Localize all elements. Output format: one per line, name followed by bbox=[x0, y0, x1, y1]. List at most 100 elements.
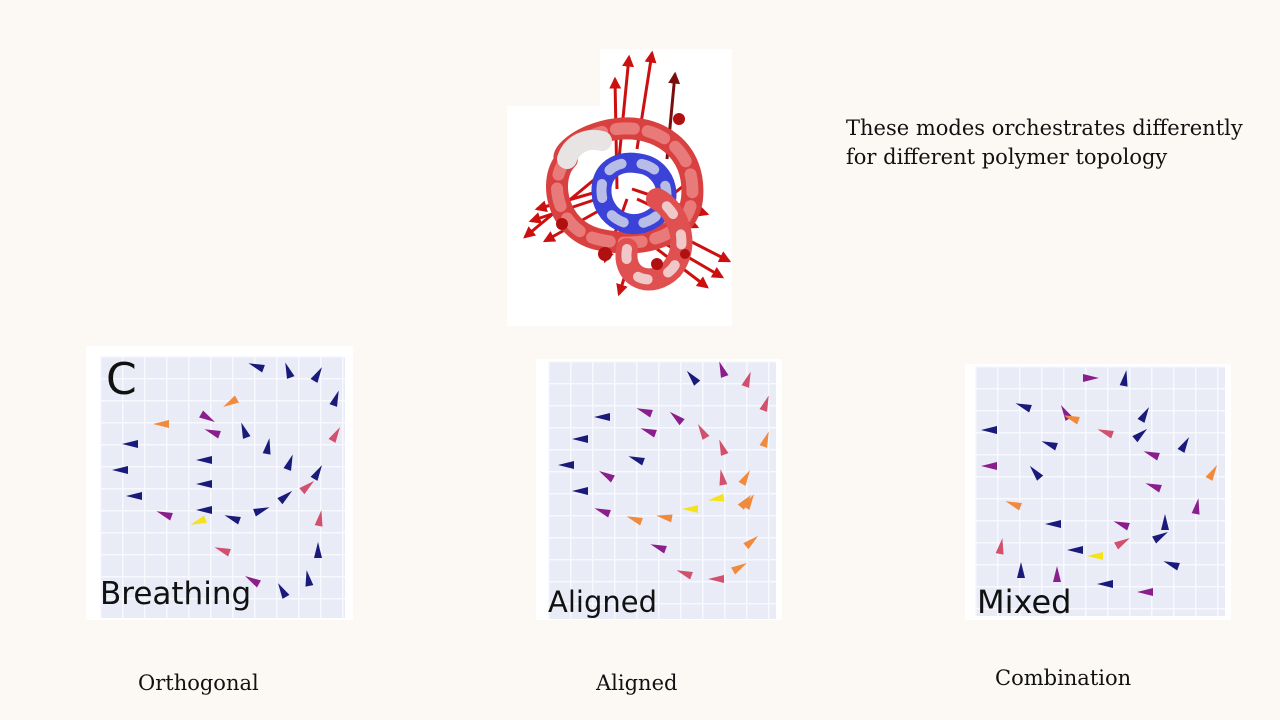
plot-grid bbox=[975, 366, 1225, 616]
cone-arrow-marker bbox=[190, 515, 207, 525]
cone-arrow-marker bbox=[981, 462, 997, 470]
cone-arrow-marker bbox=[310, 367, 322, 383]
caption-combination: Combination bbox=[995, 666, 1132, 690]
cone-arrow-marker bbox=[1045, 520, 1061, 528]
cone-arrow-marker bbox=[329, 390, 339, 407]
caption-orthogonal: Orthogonal bbox=[138, 671, 259, 695]
cone-arrow-marker bbox=[328, 427, 340, 443]
aligned-arrows bbox=[558, 361, 769, 583]
knot-beads bbox=[556, 113, 690, 270]
cone-arrow-marker bbox=[253, 507, 270, 517]
cone-arrow-marker bbox=[278, 583, 290, 599]
cone-arrow-marker bbox=[708, 575, 724, 583]
cone-arrow-marker bbox=[1191, 498, 1200, 515]
cone-arrow-marker bbox=[1063, 415, 1080, 425]
cone-arrow-marker bbox=[1137, 407, 1149, 423]
breathing-arrows bbox=[112, 362, 340, 599]
cone-arrow-marker bbox=[686, 370, 701, 386]
cone-arrow-marker bbox=[314, 542, 322, 558]
cone-arrow-marker bbox=[742, 494, 754, 510]
cone-arrow-marker bbox=[1177, 437, 1189, 453]
plot-label-breathing: Breathing bbox=[100, 576, 252, 612]
cone-arrow-marker bbox=[995, 538, 1004, 555]
cone-arrow-marker bbox=[1097, 580, 1113, 588]
cone-arrow-marker bbox=[738, 470, 750, 486]
cone-arrow-marker bbox=[314, 510, 323, 527]
cone-arrow-marker bbox=[741, 371, 751, 388]
cone-arrow-marker bbox=[241, 422, 251, 439]
cone-arrow-marker bbox=[245, 576, 261, 588]
description-line-1: These modes orchestrates differently bbox=[846, 116, 1243, 140]
panel-letter: C bbox=[106, 354, 137, 405]
cone-arrow-marker bbox=[1087, 552, 1103, 560]
cone-arrow-marker bbox=[126, 492, 142, 500]
knot-tube bbox=[546, 117, 704, 291]
caption-aligned: Aligned bbox=[596, 671, 678, 695]
cone-arrow-marker bbox=[572, 435, 588, 443]
cone-arrow-marker bbox=[1005, 501, 1022, 511]
cone-arrow-marker bbox=[981, 426, 997, 434]
cone-arrow-marker bbox=[283, 454, 293, 471]
slide-description: These modes orchestrates differently for… bbox=[846, 114, 1256, 172]
cone-arrow-marker bbox=[719, 439, 729, 456]
cone-arrow-marker bbox=[277, 490, 293, 505]
cone-arrow-marker bbox=[196, 480, 212, 488]
cone-arrow-marker bbox=[1067, 546, 1083, 554]
knot-image bbox=[507, 49, 732, 326]
cone-arrow-marker bbox=[669, 411, 685, 426]
cone-arrow-marker bbox=[628, 456, 645, 466]
cone-arrow-marker bbox=[196, 456, 212, 464]
cone-arrow-marker bbox=[737, 494, 752, 510]
cone-arrow-marker bbox=[305, 570, 314, 587]
cone-arrow-marker bbox=[650, 544, 667, 554]
knot-illustration bbox=[507, 49, 732, 326]
cone-arrow-marker bbox=[1143, 451, 1160, 461]
plot-breathing: C Breathing bbox=[86, 346, 353, 620]
plot-label-mixed: Mixed bbox=[977, 583, 1072, 621]
cone-arrow-marker bbox=[1113, 521, 1130, 531]
cone-arrow-marker bbox=[594, 508, 611, 518]
cone-arrow-marker bbox=[558, 461, 574, 469]
cone-arrow-marker bbox=[676, 570, 693, 580]
cone-arrow-marker bbox=[214, 547, 231, 557]
cone-arrow-marker bbox=[1041, 441, 1058, 451]
cone-arrow-marker bbox=[1017, 562, 1025, 578]
cone-arrow-marker bbox=[1015, 403, 1032, 413]
cone-arrow-marker bbox=[572, 487, 588, 495]
cone-arrow-marker bbox=[1029, 465, 1044, 481]
cone-arrow-marker bbox=[1119, 370, 1128, 387]
cone-arrow-marker bbox=[223, 395, 239, 407]
cone-arrow-marker bbox=[599, 471, 615, 483]
cone-arrow-marker bbox=[656, 514, 673, 523]
cone-arrow-marker bbox=[594, 413, 610, 421]
cone-arrow-marker bbox=[248, 363, 265, 373]
cone-arrow-marker bbox=[743, 535, 759, 550]
cone-arrow-marker bbox=[310, 465, 322, 481]
cone-arrow-marker bbox=[224, 515, 241, 525]
cone-arrow-marker bbox=[1132, 428, 1148, 443]
cone-arrow-marker bbox=[1145, 483, 1162, 493]
mixed-arrows bbox=[981, 370, 1217, 596]
cone-arrow-marker bbox=[719, 469, 728, 486]
cone-arrow-marker bbox=[1097, 429, 1114, 439]
plot-mixed: Mixed bbox=[965, 364, 1231, 621]
cone-arrow-marker bbox=[196, 506, 212, 514]
cone-arrow-marker bbox=[1137, 588, 1153, 596]
cone-arrow-marker bbox=[1161, 514, 1169, 530]
cone-arrow-marker bbox=[1083, 374, 1099, 382]
plot-label-aligned: Aligned bbox=[548, 585, 657, 619]
cone-arrow-marker bbox=[640, 428, 657, 438]
cone-arrow-marker bbox=[156, 511, 173, 521]
description-line-2: for different polymer topology bbox=[846, 145, 1168, 169]
cone-arrow-marker bbox=[1163, 561, 1180, 571]
cone-arrow-marker bbox=[262, 438, 271, 455]
cone-arrow-marker bbox=[1053, 566, 1061, 582]
cone-arrow-marker bbox=[1205, 465, 1217, 481]
cone-arrow-marker bbox=[708, 493, 725, 502]
cone-arrow-marker bbox=[204, 429, 221, 439]
cone-arrow-marker bbox=[719, 361, 729, 378]
cone-arrow-marker bbox=[153, 420, 169, 428]
cone-arrow-marker bbox=[759, 395, 769, 412]
cone-arrow-marker bbox=[285, 362, 295, 379]
plot-aligned: Aligned bbox=[536, 359, 782, 620]
